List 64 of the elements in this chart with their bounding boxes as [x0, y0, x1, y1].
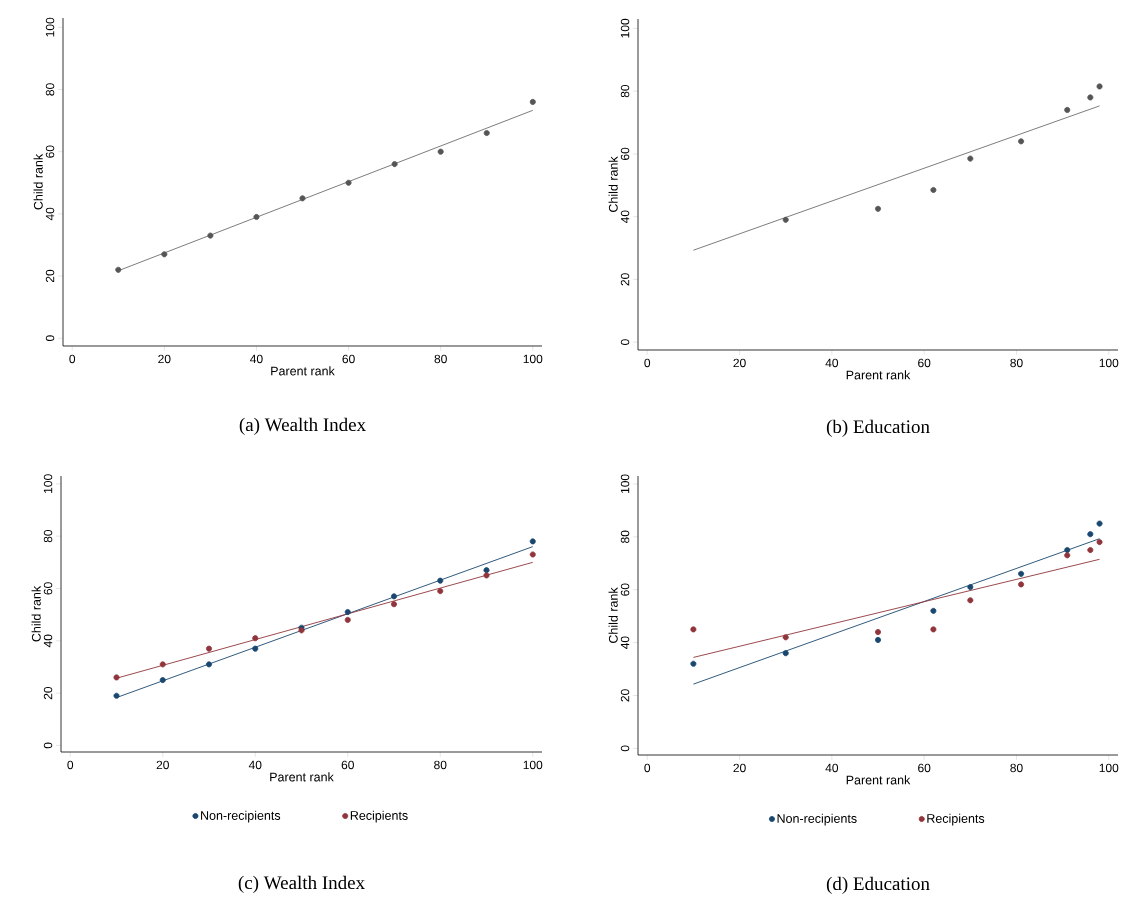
- text: (d) Education: [826, 876, 930, 894]
- y-tick-label: 20: [43, 686, 53, 700]
- y-axis-title: Child rank: [608, 587, 618, 643]
- y-tick-label: 80: [620, 530, 630, 543]
- y-tick-label: 80: [620, 84, 630, 98]
- x-tick-label: 60: [918, 763, 931, 773]
- y-tick-label: 40: [620, 636, 630, 649]
- y-tick-label: 20: [45, 269, 55, 283]
- x-axis-title: Parent rank: [846, 775, 911, 785]
- x-tick-label: 100: [1099, 763, 1119, 773]
- x-tick-label: 40: [825, 358, 839, 368]
- y-tick-label: 0: [620, 339, 630, 346]
- y-tick-label: 0: [43, 742, 53, 749]
- y-axis-title: Child rank: [31, 585, 41, 642]
- y-tick-label: 80: [45, 83, 55, 96]
- x-tick-label: 0: [67, 760, 74, 770]
- y-tick-label: 60: [620, 583, 630, 596]
- text: (a) Wealth Index: [239, 417, 366, 435]
- x-tick-label: 60: [341, 760, 354, 770]
- y-tick-label: 100: [45, 17, 55, 37]
- legend-label: Recipients: [350, 810, 408, 823]
- x-tick-label: 60: [918, 358, 931, 368]
- y-tick-label: 60: [43, 582, 53, 595]
- y-tick-label: 40: [45, 207, 55, 221]
- x-tick-label: 40: [250, 354, 263, 364]
- text: (c) Wealth Index: [238, 875, 365, 893]
- x-tick-label: 0: [644, 763, 651, 773]
- legend-label: Non-recipients: [777, 813, 857, 826]
- y-tick-label: 20: [620, 689, 630, 702]
- x-tick-label: 80: [1010, 763, 1023, 773]
- x-tick-label: 20: [733, 358, 746, 368]
- x-tick-label: 0: [69, 354, 76, 364]
- x-tick-label: 80: [1010, 358, 1023, 368]
- x-axis-title: Parent rank: [270, 772, 334, 782]
- x-tick-label: 80: [434, 760, 447, 770]
- y-tick-label: 40: [43, 634, 53, 648]
- y-axis-title: Child rank: [608, 156, 618, 212]
- x-tick-label: 100: [1099, 358, 1119, 368]
- y-tick-label: 0: [45, 335, 55, 342]
- x-tick-label: 20: [158, 354, 171, 364]
- x-tick-label: 100: [523, 354, 543, 364]
- text: (b) Education: [826, 419, 930, 437]
- x-tick-label: 0: [644, 358, 651, 368]
- y-tick-label: 0: [620, 745, 630, 752]
- y-axis-title: Child rank: [33, 153, 43, 210]
- y-tick-label: 60: [45, 145, 55, 158]
- x-axis-title: Parent rank: [271, 366, 335, 376]
- x-tick-label: 40: [825, 763, 839, 773]
- y-tick-label: 60: [620, 147, 630, 160]
- y-tick-label: 100: [43, 474, 53, 493]
- y-tick-label: 100: [620, 18, 630, 38]
- y-tick-label: 100: [620, 474, 630, 494]
- y-tick-label: 80: [43, 529, 53, 543]
- y-tick-label: 40: [620, 210, 630, 224]
- legend-label: Non-recipients: [201, 810, 281, 823]
- x-tick-label: 80: [434, 354, 447, 364]
- x-tick-label: 20: [156, 760, 169, 770]
- x-axis-title: Parent rank: [846, 370, 911, 380]
- x-tick-label: 20: [733, 763, 746, 773]
- legend-label: Recipients: [927, 813, 985, 826]
- x-tick-label: 100: [523, 760, 543, 770]
- x-tick-label: 40: [248, 760, 262, 770]
- x-tick-label: 60: [342, 354, 355, 364]
- y-tick-label: 20: [620, 273, 630, 286]
